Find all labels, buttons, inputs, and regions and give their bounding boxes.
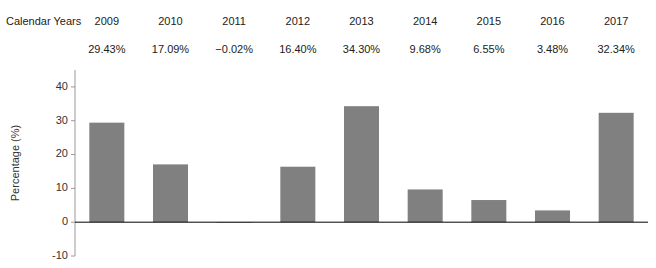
y-tick (71, 86, 75, 87)
data-label: 9.68% (410, 43, 441, 55)
y-tick-label: 0 (62, 215, 68, 227)
zero-line (75, 222, 648, 223)
category-label: 2016 (540, 15, 564, 27)
y-tick-label: 30 (56, 114, 68, 126)
category-label: 2011 (222, 15, 246, 27)
y-tick-label: 20 (56, 147, 68, 159)
data-label: 32.34% (598, 43, 636, 55)
y-axis-label: Percentage (%) (9, 125, 21, 201)
data-label: −0.02% (215, 43, 253, 55)
category-label: 2009 (95, 15, 119, 27)
bar (280, 167, 315, 222)
data-label: 17.09% (152, 43, 190, 55)
chart-container: -10 0 10 20 30 40 Percentage (%) Calendar Years… (0, 0, 656, 268)
y-tick (71, 120, 75, 121)
bar (408, 189, 443, 222)
bar (599, 113, 634, 222)
bars (89, 106, 633, 222)
category-label: 2012 (286, 15, 310, 27)
y-tick (71, 256, 75, 257)
chart: -10 0 10 20 30 40 Percentage (%) Calendar Years… (0, 0, 656, 268)
category-label: 2017 (604, 15, 628, 27)
category-label: 2014 (413, 15, 437, 27)
y-tick-label: 40 (56, 80, 68, 92)
x-axis-label: Calendar Years (6, 15, 82, 27)
category-label: 2015 (477, 15, 501, 27)
y-tick-label: 10 (56, 181, 68, 193)
category-label: 2013 (349, 15, 373, 27)
bar (153, 164, 188, 222)
category-label: 2010 (158, 15, 182, 27)
bar (89, 123, 124, 223)
data-label: 16.40% (279, 43, 317, 55)
data-label: 3.48% (537, 43, 568, 55)
data-label: 29.43% (88, 43, 126, 55)
data-label: 34.30% (343, 43, 381, 55)
y-tick (71, 154, 75, 155)
y-tick-label: -10 (52, 249, 68, 261)
data-label: 6.55% (473, 43, 504, 55)
bar (344, 106, 379, 222)
y-tick (71, 188, 75, 189)
bar (535, 210, 570, 222)
bar (471, 200, 506, 222)
y-tick (71, 222, 75, 223)
y-axis-line (75, 70, 76, 256)
